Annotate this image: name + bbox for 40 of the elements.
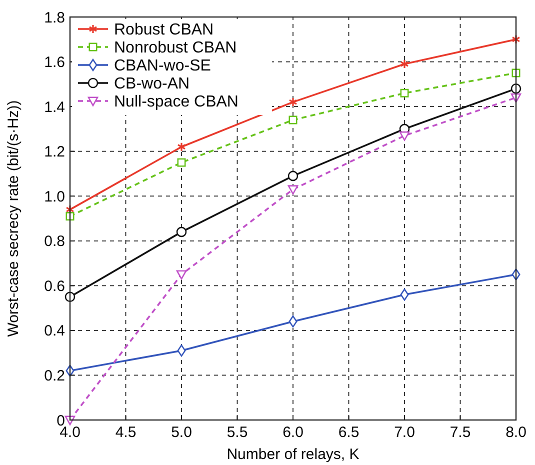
x-tick-label: 7.0	[394, 424, 415, 441]
legend-label: CBAN-wo-SE	[114, 58, 211, 75]
x-tick-label: 5.5	[226, 424, 248, 441]
point	[176, 270, 187, 280]
point	[288, 97, 298, 107]
y-tick-label: 0.2	[44, 367, 65, 384]
legend-label: Null-space CBAN	[114, 94, 238, 111]
legend-label: CB-wo-AN	[114, 76, 190, 93]
point	[177, 158, 186, 167]
y-tick-label: 1.2	[44, 144, 65, 161]
point	[177, 142, 186, 152]
point	[176, 226, 187, 238]
y-tick-label: 1.8	[44, 9, 65, 26]
x-tick-label: 8.0	[506, 424, 526, 441]
y-tick-label: 0.4	[44, 322, 65, 340]
point	[399, 131, 410, 141]
y-axis-title: Worst-case secrecy rate (bit/(s·Hz))	[5, 100, 22, 337]
y-tick-label: 1.6	[44, 54, 65, 72]
legend-label: Robust CBAN	[114, 22, 214, 39]
x-tick-label: 4.5	[115, 424, 136, 441]
point	[400, 288, 409, 301]
y-tick-label: 1.0	[44, 188, 65, 206]
x-tick-label: 7.5	[450, 424, 471, 441]
legend-label: Nonrobust CBAN	[114, 40, 237, 57]
x-axis-title: Number of relays, K	[226, 446, 360, 463]
point	[288, 116, 298, 124]
x-tick-label: 5.0	[171, 424, 192, 441]
y-tick-label: 1.4	[44, 98, 65, 116]
point	[177, 344, 186, 357]
point	[66, 212, 74, 221]
y-tick-label: 0.6	[44, 278, 65, 295]
point	[512, 34, 520, 44]
point	[288, 185, 298, 195]
y-tick-label: 0.8	[44, 233, 65, 250]
x-tick-label: 6.5	[338, 424, 360, 441]
point	[288, 170, 298, 182]
point	[400, 59, 409, 69]
x-tick-label: 6.0	[282, 424, 304, 441]
point	[400, 88, 409, 98]
point	[512, 68, 520, 78]
